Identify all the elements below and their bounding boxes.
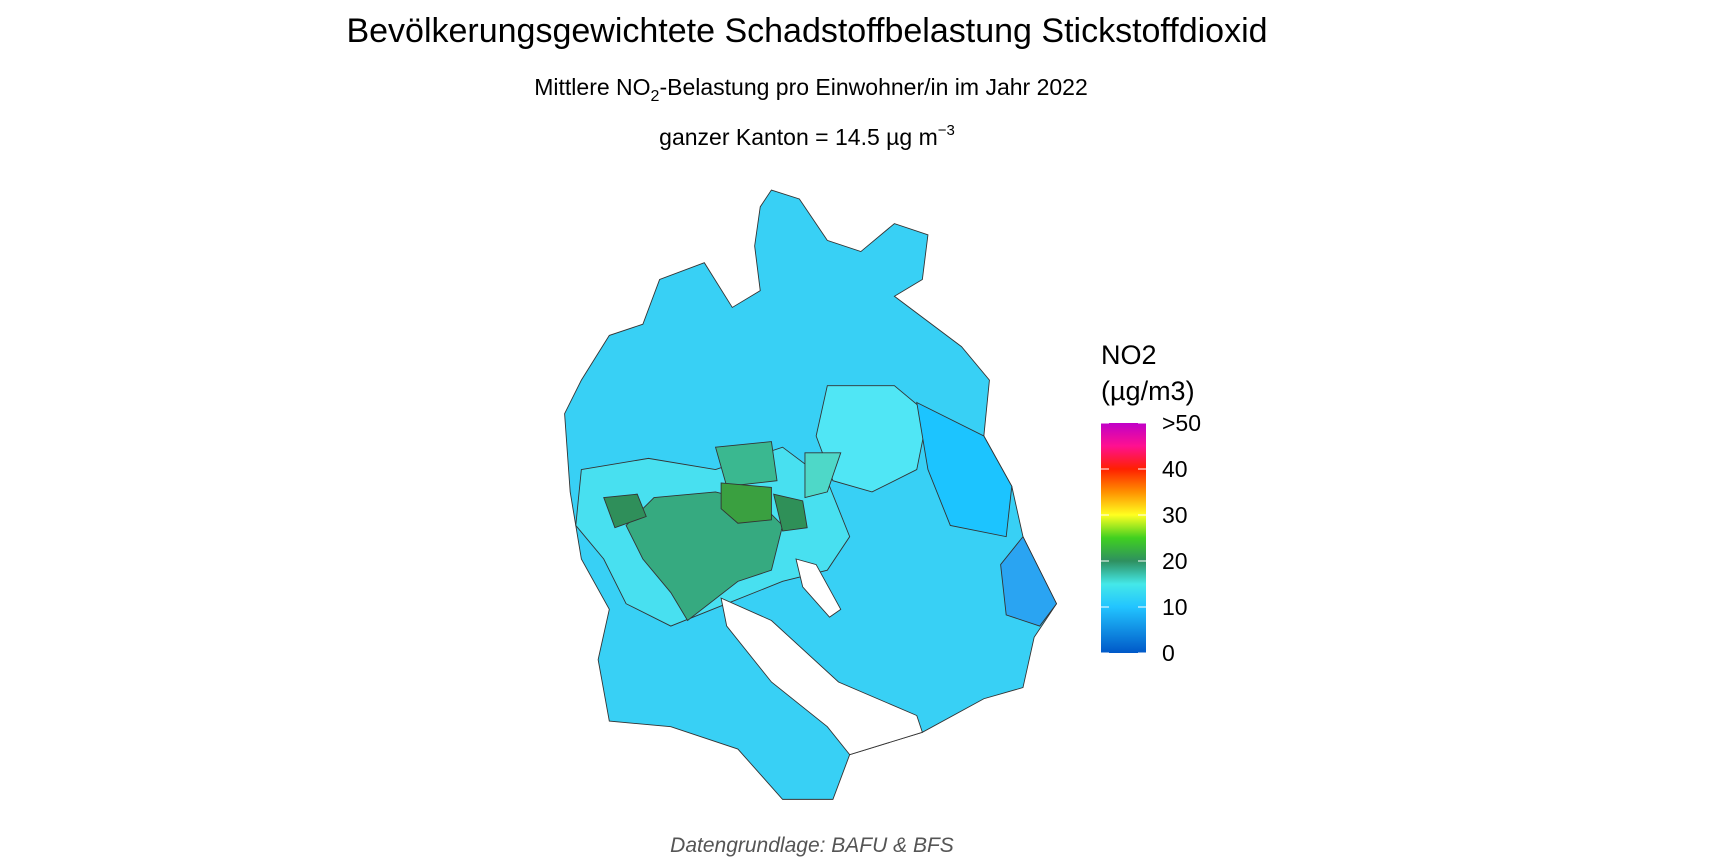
region bbox=[1000, 535, 1058, 627]
legend-tick-label: 30 bbox=[1162, 502, 1188, 528]
legend-title: (µg/m3) bbox=[1101, 376, 1195, 406]
canton-value: ganzer Kanton = 14.5 µg m−3 bbox=[659, 122, 955, 150]
lake bbox=[795, 558, 842, 618]
region bbox=[916, 401, 1013, 538]
region bbox=[815, 385, 929, 493]
region bbox=[773, 493, 808, 532]
map bbox=[564, 189, 1058, 800]
region bbox=[720, 482, 772, 524]
legend-tick-label: 20 bbox=[1162, 548, 1188, 574]
legend-tick-label: 10 bbox=[1162, 594, 1188, 620]
title: Bevölkerungsgewichtete Schadstoffbelastu… bbox=[346, 12, 1267, 50]
subtitle-text: -Belastung pro Einwohner/in im Jahr 2022 bbox=[659, 74, 1087, 100]
color-bar bbox=[1101, 423, 1146, 653]
region bbox=[603, 493, 647, 529]
region bbox=[804, 452, 842, 499]
caption: Datengrundlage: BAFU & BFS bbox=[670, 834, 954, 857]
subtitle-subscript: 2 bbox=[651, 88, 660, 105]
canton-value-text: ganzer Kanton = 14.5 µg m bbox=[659, 124, 938, 150]
legend-tick-label: >50 bbox=[1162, 410, 1201, 436]
region bbox=[714, 441, 778, 487]
legend-tick-label: 40 bbox=[1162, 456, 1188, 482]
subtitle-text: Mittlere NO bbox=[534, 74, 650, 100]
subtitle: Mittlere NO2-Belastung pro Einwohner/in … bbox=[534, 74, 1088, 105]
legend-tick-label: 0 bbox=[1162, 640, 1175, 666]
legend-title: NO2 bbox=[1101, 340, 1157, 370]
canton-value-superscript: −3 bbox=[938, 122, 955, 139]
lake bbox=[720, 597, 923, 756]
